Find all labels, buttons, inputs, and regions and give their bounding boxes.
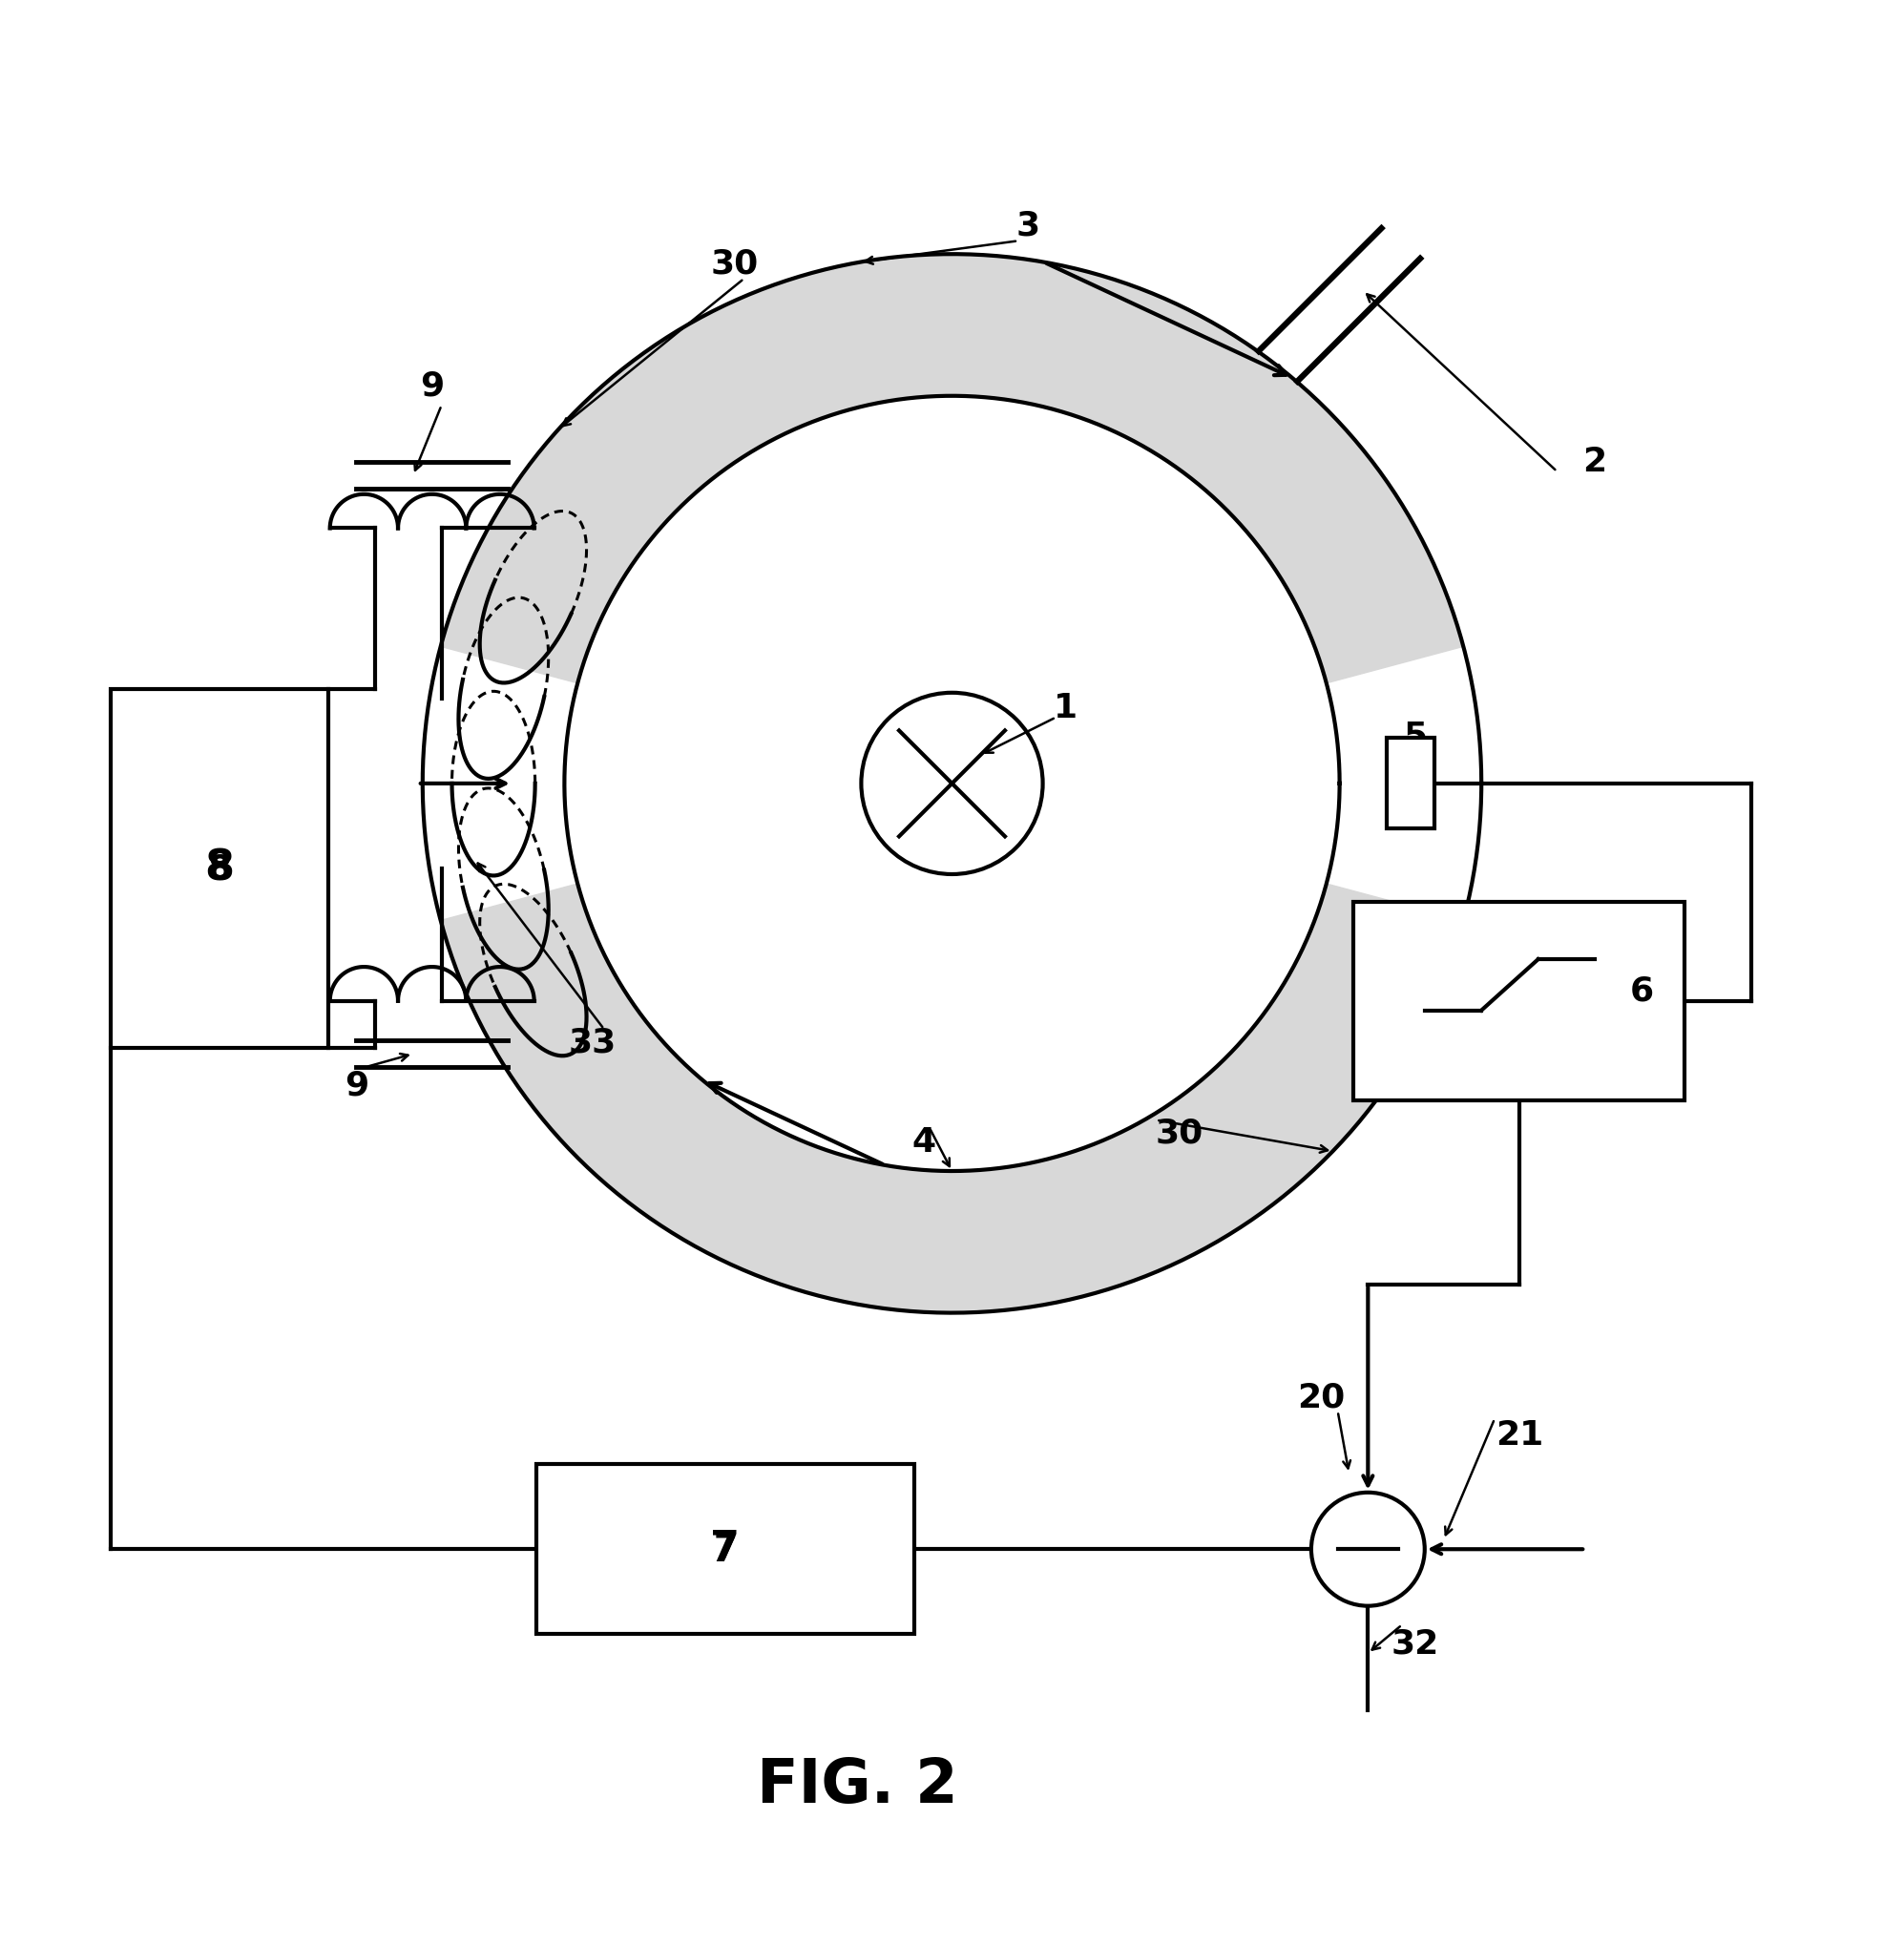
Text: 20: 20 bbox=[1297, 1381, 1344, 1414]
Text: 7: 7 bbox=[714, 1533, 737, 1566]
Text: 6: 6 bbox=[1630, 974, 1655, 1008]
Text: 8: 8 bbox=[208, 852, 230, 885]
Text: 32: 32 bbox=[1392, 1628, 1439, 1659]
Text: 33: 33 bbox=[569, 1027, 617, 1058]
Bar bbox=[1386, 737, 1434, 829]
Bar bbox=[1354, 902, 1685, 1101]
Text: 4: 4 bbox=[912, 1126, 935, 1159]
Text: 3: 3 bbox=[1015, 210, 1040, 241]
Text: FIG. 2: FIG. 2 bbox=[758, 1756, 958, 1815]
Circle shape bbox=[1312, 1492, 1424, 1607]
Bar bbox=[537, 1465, 914, 1634]
Text: 30: 30 bbox=[1156, 1116, 1203, 1149]
Text: 30: 30 bbox=[710, 247, 758, 280]
Text: 7: 7 bbox=[710, 1529, 741, 1570]
Text: 5: 5 bbox=[1403, 720, 1428, 753]
Text: 9: 9 bbox=[421, 370, 444, 403]
Polygon shape bbox=[440, 883, 1464, 1313]
Text: 1: 1 bbox=[1053, 692, 1078, 724]
Bar bbox=[110, 689, 327, 1048]
Text: 8: 8 bbox=[204, 848, 234, 889]
Text: 21: 21 bbox=[1495, 1420, 1544, 1453]
Text: 9: 9 bbox=[345, 1070, 369, 1103]
Polygon shape bbox=[440, 255, 1464, 683]
Text: 2: 2 bbox=[1582, 445, 1607, 478]
